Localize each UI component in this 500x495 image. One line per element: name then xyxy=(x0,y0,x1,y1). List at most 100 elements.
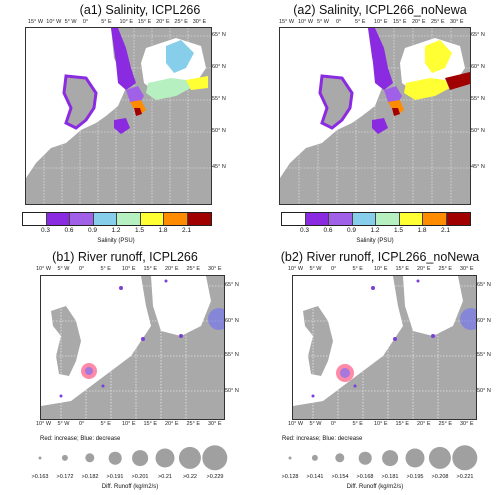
longitude-label: 20° E xyxy=(412,19,426,25)
panel-a1-title: (a1) Salinity, ICPL266 xyxy=(79,3,201,17)
colorbar-tick-label: 1.2 xyxy=(111,227,121,234)
longitude-label: 0° xyxy=(331,266,337,272)
colorbar-segment xyxy=(187,213,211,225)
panel-a2-title: (a2) Salinity, ICPL266_noNewa xyxy=(293,3,467,17)
longitude-label: 15° E xyxy=(143,266,158,272)
runoff-legend-value: >0.221 xyxy=(456,474,474,480)
colorbar-tick-label: 2.1 xyxy=(440,227,451,234)
runoff-legend-value: >0.182 xyxy=(81,474,99,480)
longitude-label: 25° E xyxy=(186,266,201,272)
latitude-label: 50° N xyxy=(477,388,491,394)
colorbar-segment xyxy=(329,213,353,225)
colorbar-segment xyxy=(93,213,117,225)
latitude-label: 50° N xyxy=(471,128,485,134)
runoff-note-b1: Red: increase; Blue: decrease xyxy=(40,436,121,442)
longitude-label: 10° W xyxy=(36,421,52,427)
runoff-note-b2: Red: increase; Blue: decrease xyxy=(282,436,363,442)
runoff-map-b1-graphic xyxy=(41,276,224,419)
runoff-legend-label-b1: Diff. Runoff (kg/m2/s) xyxy=(101,484,159,490)
colorbar-label-a1: Salinity (PSU) xyxy=(97,238,135,244)
runoff-legend-value: >0.208 xyxy=(431,474,449,480)
latitude-label: 60° N xyxy=(471,64,485,70)
longitude-label: 15° W xyxy=(279,19,295,25)
colorbar-tick-label: 0.6 xyxy=(323,227,333,234)
longitude-label: 20° E xyxy=(156,19,170,25)
runoff-legend-circle xyxy=(178,446,202,470)
longitude-label: 5° W xyxy=(309,421,322,427)
longitude-label: 30° E xyxy=(208,266,222,272)
longitude-label: 20° E xyxy=(417,421,431,427)
colorbar-segment xyxy=(352,213,376,225)
colorbar-segment xyxy=(23,213,47,225)
colorbar-segment xyxy=(446,213,470,225)
runoff-legend-value: >0.141 xyxy=(306,474,324,480)
runoff-legend-circle xyxy=(428,446,452,470)
longitude-label: 10° W xyxy=(46,19,62,25)
runoff-legend-circle xyxy=(288,456,292,460)
runoff-legend-circle xyxy=(38,456,42,460)
latitude-label: 60° N xyxy=(212,64,226,70)
longitude-label: 10° E xyxy=(374,19,388,25)
longitude-label: 30° E xyxy=(192,19,207,25)
runoff-legend-circle xyxy=(108,451,122,465)
runoff-legend-value: >0.191 xyxy=(106,474,124,480)
runoff-legend-value: >0.154 xyxy=(331,474,349,480)
longitude-label: 30° E xyxy=(460,421,474,427)
salinity-map-a1 xyxy=(25,27,212,205)
longitude-label: 10° E xyxy=(122,421,136,427)
longitude-label: 25° E xyxy=(186,421,201,427)
panel-b1-title: (b1) River runoff, ICPL266 xyxy=(52,250,198,264)
colorbar-segment xyxy=(376,213,400,225)
latitude-label: 65° N xyxy=(225,282,239,288)
longitude-label: 5° E xyxy=(352,266,363,272)
colorbar-segment xyxy=(117,213,141,225)
longitude-label: 5° W xyxy=(64,19,77,25)
latitude-label: 60° N xyxy=(477,318,491,324)
runoff-legend-value: >0.195 xyxy=(406,474,424,480)
latitude-label: 65° N xyxy=(471,32,485,38)
longitude-label: 20° E xyxy=(165,266,179,272)
runoff-legend-circle xyxy=(382,450,398,466)
colorbar-tick-label: 0.9 xyxy=(346,227,357,234)
latitude-label: 45° N xyxy=(471,164,485,170)
runoff-legend-circle xyxy=(85,453,95,463)
longitude-label: 20° E xyxy=(417,266,431,272)
longitude-label: 0° xyxy=(79,421,85,427)
latitude-label: 55° N xyxy=(225,352,239,358)
runoff-map-b2-graphic xyxy=(293,276,476,419)
latitude-label: 55° N xyxy=(477,352,491,358)
salinity-colorbar-a1 xyxy=(22,212,212,226)
longitude-label: 25° E xyxy=(438,421,453,427)
longitude-label: 5° W xyxy=(309,266,322,272)
salinity-map-a1-graphic xyxy=(26,28,211,204)
longitude-label: 0° xyxy=(336,19,342,25)
latitude-label: 55° N xyxy=(471,96,485,102)
latitude-label: 50° N xyxy=(225,388,239,394)
colorbar-tick-label: 1.8 xyxy=(158,227,168,234)
runoff-legend-value: >0.172 xyxy=(56,474,74,480)
salinity-map-a2 xyxy=(279,27,471,205)
runoff-legend-circle xyxy=(311,454,319,462)
colorbar-tick-label: 0.9 xyxy=(87,227,98,234)
runoff-legend-circle xyxy=(452,445,478,471)
longitude-label: 10° W xyxy=(36,266,52,272)
latitude-label: 55° N xyxy=(212,96,226,102)
longitude-label: 15° E xyxy=(143,421,158,427)
runoff-legend-circle xyxy=(155,448,175,468)
longitude-label: 30° E xyxy=(450,19,464,25)
longitude-label: 30° E xyxy=(208,421,222,427)
runoff-legend-value: >0.22 xyxy=(183,474,197,480)
colorbar-tick-label: 1.5 xyxy=(393,227,404,234)
longitude-label: 10° E xyxy=(122,266,136,272)
longitude-label: 0° xyxy=(331,421,337,427)
runoff-legend-circle xyxy=(405,448,425,468)
latitude-label: 45° N xyxy=(212,164,226,170)
salinity-colorbar-a2 xyxy=(281,212,471,226)
runoff-map-b1 xyxy=(40,275,225,420)
runoff-legend-value: >0.168 xyxy=(356,474,374,480)
longitude-label: 10° E xyxy=(119,19,134,25)
longitude-label: 15° W xyxy=(28,19,44,25)
runoff-legend-value: >0.229 xyxy=(206,474,224,480)
longitude-label: 10° E xyxy=(374,421,388,427)
longitude-label: 0° xyxy=(82,19,89,25)
